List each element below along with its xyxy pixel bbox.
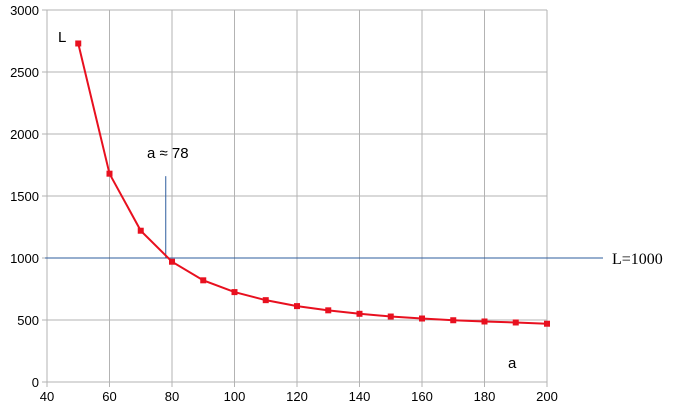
x-tick-label-100: 100 [224,389,246,404]
y-tick-label-0: 0 [32,375,39,390]
data-point-190 [512,319,519,326]
data-point-200 [544,320,550,327]
horizontal-reference-label: L=1000 [612,251,663,268]
series-line-0 [77,43,548,325]
reference-line-layer [45,176,603,259]
x-tick-label-180: 180 [474,389,496,404]
x-tick-label-120: 120 [286,389,308,404]
x-tick-label-40: 40 [40,389,54,404]
y-tick-label-2000: 2000 [10,127,39,142]
tick-label-layer: 40 60 80 100 120 140 160 180 2000500100015002000… [10,3,558,404]
data-point-170 [450,317,457,324]
annotation-layer: L a a ≈ 78 L=1000 [58,29,663,372]
series-layer [75,40,550,327]
grid-layer [42,9,548,387]
data-point-110 [262,297,269,304]
x-axis-letter: a [508,355,517,372]
x-tick-label-60: 60 [102,389,116,404]
y-tick-label-3000: 3000 [10,3,39,18]
data-point-70 [137,227,144,234]
data-point-80 [169,258,175,265]
x-tick-label-80: 80 [165,389,179,404]
x-tick-label-140: 140 [349,389,371,404]
y-tick-label-1000: 1000 [10,251,39,266]
data-point-150 [387,313,394,320]
data-point-100 [231,289,238,296]
y-tick-label-500: 500 [17,313,39,328]
data-point-60 [106,170,113,177]
vertical-reference-label: a ≈ 78 [147,145,189,162]
data-point-140 [356,310,363,317]
data-point-130 [325,307,332,314]
data-point-180 [481,318,488,325]
y-tick-label-2500: 2500 [10,65,39,80]
x-tick-label-160: 160 [411,389,433,404]
data-point-50 [75,40,82,47]
y-tick-label-1500: 1500 [10,189,39,204]
y-axis-letter: L [58,29,66,46]
x-tick-label-200: 200 [536,389,558,404]
data-point-160 [419,315,425,322]
data-point-120 [294,303,300,310]
data-point-90 [200,277,207,284]
